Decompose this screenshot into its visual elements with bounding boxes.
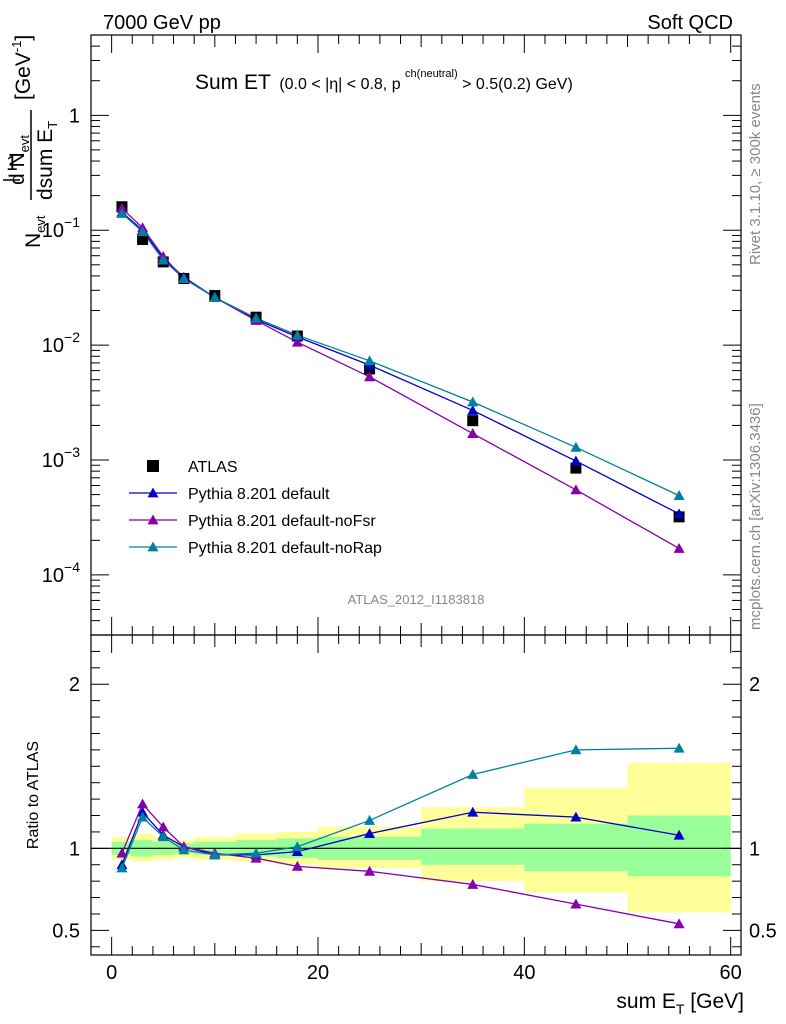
data-point [291,336,303,347]
data-point-atlas [570,462,582,474]
data-point [137,226,149,237]
ratio-y-tick-label-right: 1 [749,838,760,860]
y-tick-label: 10−4 [42,559,80,587]
data-point [570,484,582,495]
data-point [673,542,685,553]
ratio-y-tick-label-right: 2 [749,674,760,696]
ratio-band-inner [421,828,525,865]
y-label-num2: d Nevt [6,135,32,185]
legend-label: ATLAS [188,459,238,476]
x-tick-label: 20 [307,962,329,984]
rivet-label: Rivet 3.1.10, ≥ 300k events [747,83,764,265]
y-tick-label: 1 [69,105,80,127]
ratio-point [570,744,582,755]
ratio-panel: 0 20 40 60 0.5 0.5 1 1 2 2 [52,634,777,984]
data-point [116,207,128,218]
main-panel: 1 10−1 10−2 10−3 10−4 [42,34,742,636]
y-axis-label: 1 Nevt d Nevt dsum ET [GeV-1] [3,35,60,248]
legend-marker [147,487,159,498]
ratio-point [673,829,685,840]
data-point [209,291,221,302]
ratio-point [116,862,128,873]
y-label-den2: dsum ET [34,121,60,200]
y-tick-label: 10−3 [42,444,80,472]
data-point [157,254,169,265]
ratio-point [137,811,149,822]
ratio-point [116,847,128,858]
ratio-y-tick-label-right: 0.5 [749,920,777,942]
legend-marker [147,541,159,552]
legend-item: Pythia 8.201 default-noFsr [129,513,376,530]
legend-item: Pythia 8.201 default [129,486,330,503]
x-tick-label: 60 [720,962,742,984]
ratio-band-inner [627,815,731,877]
series-line [121,212,680,497]
y-label-den: Nevt [22,215,48,248]
ratio-point [178,844,190,855]
data-point [291,329,303,340]
legend: ATLAS Pythia 8.201 default Pythia 8.201 de… [129,459,382,557]
data-point [673,508,685,519]
data-point [467,428,479,438]
ratio-point [467,878,479,889]
mcplots-label: mcplots.cern.ch [arXiv:1306.3436] [747,403,764,630]
ratio-band-inner [524,823,628,872]
ratio-point [467,768,479,779]
legend-marker [147,514,159,525]
y-label-unit: [GeV-1] [9,35,35,100]
legend-marker [147,460,159,472]
legend-label: Pythia 8.201 default-noRap [188,540,382,557]
plot-title: Sum ET (0.0 < |η| < 0.8, p ch(neutral) >… [195,64,573,94]
y-tick-label: 10−1 [42,214,80,242]
x-axis-label: sum ET [GeV] [616,990,744,1017]
ratio-point [673,918,685,929]
data-point [570,441,582,452]
ratio-frame [90,634,742,956]
ratio-point [364,865,376,876]
data-point [364,355,376,366]
data-point [250,312,262,323]
ratio-point [467,806,479,817]
legend-item: Pythia 8.201 default-noRap [129,540,382,557]
data-point [178,272,190,283]
ratio-point [209,849,221,860]
data-point [673,490,685,501]
ratio-y-tick-label: 0.5 [52,920,80,942]
ratio-point [157,831,169,842]
data-point-atlas [467,415,479,427]
ratio-point [137,798,149,809]
legend-label: Pythia 8.201 default [188,486,330,503]
ratio-point [157,821,169,832]
data-point [467,404,479,415]
data-point [364,371,376,382]
ratio-point [570,811,582,822]
x-tick-label: 0 [106,962,117,984]
header-right: Soft QCD [647,12,733,34]
ratio-point [250,847,262,858]
legend-label: Pythia 8.201 default-noFsr [188,513,376,530]
ratio-point [364,814,376,825]
svg-text:1: 1 [6,152,18,175]
ratio-y-label: Ratio to ATLAS [25,741,42,849]
analysis-label: ATLAS_2012_I1183818 [348,592,485,607]
ratio-point [570,898,582,909]
ratio-y-tick-label: 1 [69,838,80,860]
legend-item: ATLAS [147,459,238,476]
ratio-point [291,841,303,852]
header-left: 7000 GeV pp [103,12,221,34]
ratio-y-tick-label: 2 [69,674,80,696]
ratio-point [364,828,376,838]
y-tick-label: 10−2 [42,329,80,357]
ratio-point [291,860,303,871]
data-point [570,455,582,466]
data-point [116,202,128,213]
data-point-atlas [137,234,149,246]
x-tick-label: 40 [513,962,535,984]
data-point [467,396,479,407]
ratio-point [673,742,685,753]
